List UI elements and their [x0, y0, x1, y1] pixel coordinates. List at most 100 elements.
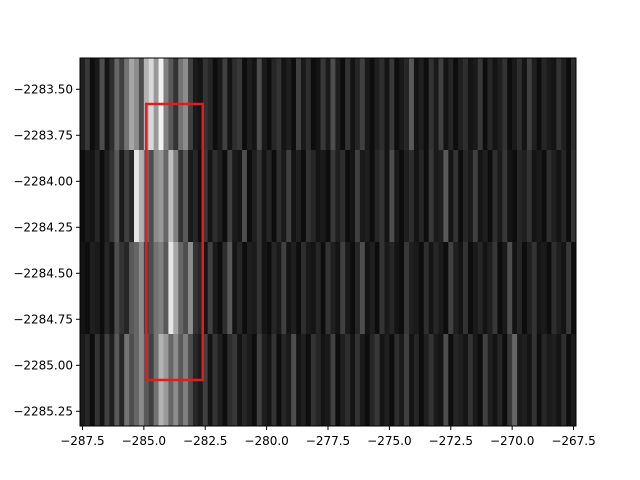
heatmap-cell [394, 150, 400, 243]
heatmap-cell [197, 242, 204, 335]
heatmap-cell [104, 334, 110, 427]
heatmap-cell [438, 334, 444, 427]
heatmap-cell [300, 58, 307, 151]
heatmap-cell [271, 58, 277, 151]
heatmap-cell [148, 150, 154, 243]
heatmap-cell [345, 150, 351, 243]
heatmap-cell [173, 242, 179, 335]
heatmap-cell [433, 58, 439, 151]
heatmap-cell [521, 58, 528, 151]
x-tick-label: −275.0 [367, 434, 411, 448]
y-tick-label: −2285.25 [13, 404, 73, 418]
heatmap-cell [114, 58, 120, 151]
heatmap-cell [418, 58, 425, 151]
heatmap-cell [207, 150, 213, 243]
y-tick-label: −2284.50 [13, 266, 73, 280]
heatmap-cell [134, 58, 140, 151]
heatmap-cell [109, 150, 115, 243]
heatmap-cell [340, 58, 346, 151]
heatmap-cell [404, 242, 410, 335]
heatmap-cell [94, 242, 100, 335]
heatmap-cell [389, 58, 395, 151]
heatmap-cell [134, 334, 140, 427]
heatmap-cell [335, 334, 341, 427]
heatmap-cell [453, 150, 459, 243]
heatmap-cell [261, 242, 267, 335]
heatmap-cell [413, 58, 420, 151]
heatmap-cell [556, 58, 562, 151]
x-tick-label: −285.0 [122, 434, 166, 448]
heatmap-cell [232, 150, 238, 243]
heatmap-cell [242, 334, 248, 427]
heatmap-cell [281, 242, 287, 335]
heatmap-cell [266, 150, 272, 243]
heatmap-cell [404, 334, 410, 427]
heatmap-cell [84, 150, 91, 243]
heatmap-cell [276, 150, 282, 243]
heatmap-cell [119, 58, 125, 151]
heatmap-cell [345, 242, 351, 335]
heatmap-cell [183, 150, 189, 243]
heatmap-cell [443, 334, 449, 427]
heatmap-cell [571, 150, 577, 243]
heatmap-cell [134, 150, 140, 243]
heatmap-cell [89, 242, 96, 335]
heatmap-cell [448, 334, 454, 427]
heatmap-cell [526, 242, 533, 335]
heatmap-cell [256, 150, 263, 243]
heatmap-cell [418, 334, 425, 427]
heatmap-cell [423, 334, 429, 427]
heatmap-cell [237, 58, 243, 151]
heatmap-cell [521, 334, 528, 427]
heatmap-cell [305, 334, 312, 427]
heatmap-cell [531, 58, 538, 151]
heatmap-cell [409, 150, 415, 243]
heatmap-cell [536, 242, 542, 335]
heatmap-cell [384, 242, 390, 335]
heatmap-cell [467, 334, 474, 427]
heatmap-cell [305, 58, 312, 151]
y-tick-label: −2285.00 [13, 358, 73, 372]
heatmap-cell [124, 334, 130, 427]
heatmap-cell [546, 150, 552, 243]
heatmap-cell [497, 334, 503, 427]
heatmap-cell [119, 334, 125, 427]
heatmap-cell [178, 242, 184, 335]
heatmap-cell [99, 150, 105, 243]
heatmap-cell [492, 58, 498, 151]
heatmap-cell [310, 242, 317, 335]
heatmap-cell [291, 58, 297, 151]
heatmap-cell [536, 150, 542, 243]
heatmap-cell [433, 150, 439, 243]
heatmap-cell [379, 242, 385, 335]
heatmap-cell [438, 242, 444, 335]
heatmap-cell [242, 58, 248, 151]
heatmap-cell [369, 334, 375, 427]
heatmap-cell [246, 334, 253, 427]
heatmap-cell [94, 334, 100, 427]
heatmap-cell [521, 150, 528, 243]
heatmap-cell [418, 150, 425, 243]
heatmap-cell [507, 334, 513, 427]
heatmap-cell [251, 58, 258, 151]
heatmap-cell [556, 242, 562, 335]
heatmap-cell [89, 58, 96, 151]
heatmap-cell [286, 58, 292, 151]
heatmap-cell [448, 58, 454, 151]
heatmap-cell [379, 334, 385, 427]
heatmap-cell [119, 242, 125, 335]
heatmap-cell [291, 242, 297, 335]
heatmap-cell [129, 242, 135, 335]
heatmap-cell [281, 58, 287, 151]
heatmap-cell [467, 242, 474, 335]
heatmap-cell [364, 150, 371, 243]
heatmap-cell [472, 58, 479, 151]
heatmap-cell [202, 58, 208, 151]
heatmap-cell [541, 58, 547, 151]
heatmap-cell [84, 242, 91, 335]
heatmap-cell [227, 242, 233, 335]
heatmap-cell [325, 334, 331, 427]
heatmap-cell [467, 58, 474, 151]
heatmap-cell [374, 150, 380, 243]
